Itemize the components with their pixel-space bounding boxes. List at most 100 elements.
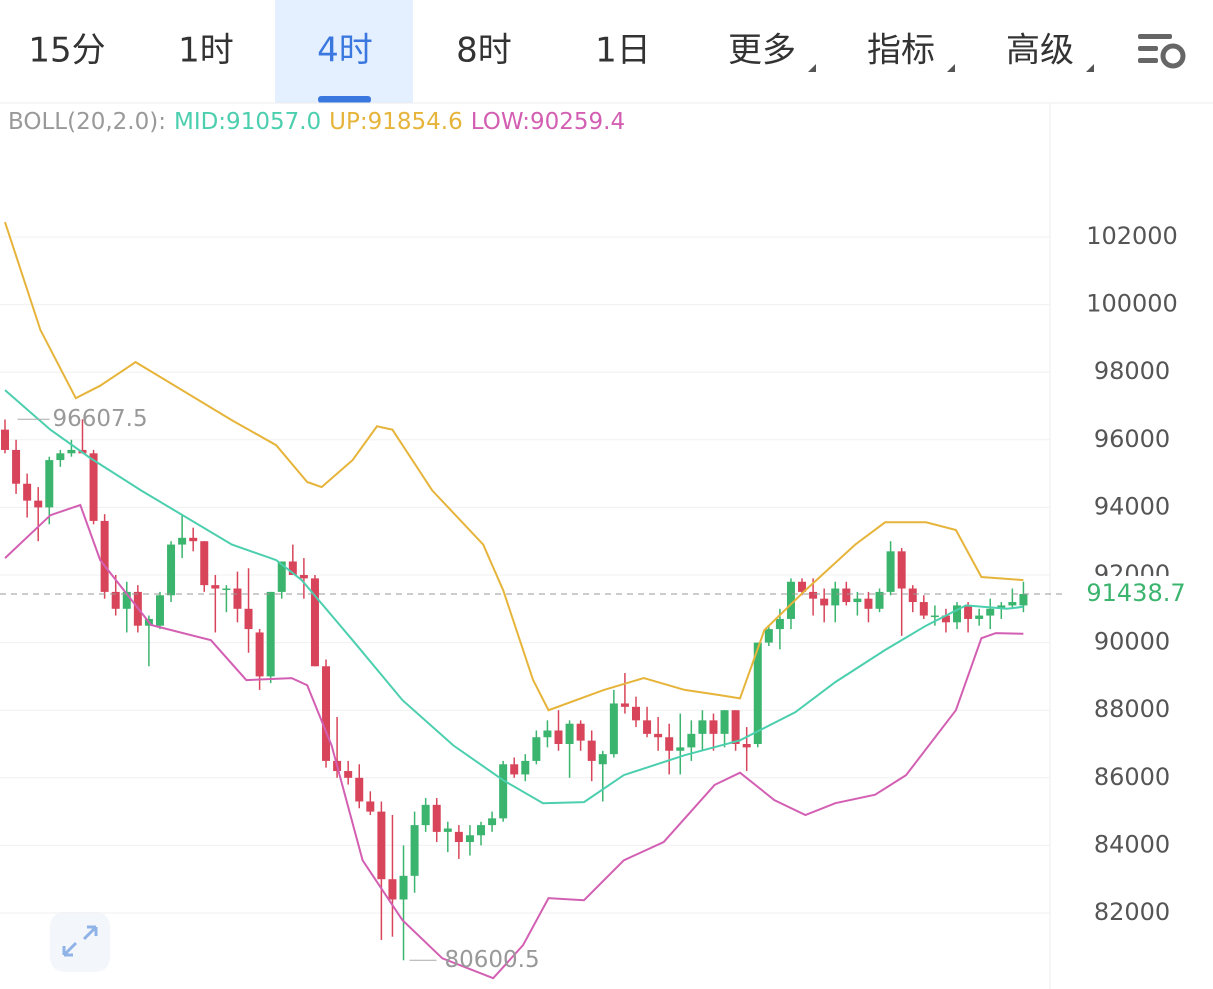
tab-label[interactable]: 高级 [1006,31,1074,71]
candle-body [521,760,530,775]
candle-body [277,561,286,592]
legend-entry: LOW:90259.4 [471,109,625,135]
candle-body [786,581,795,619]
candle-body [820,598,829,606]
tab-label[interactable]: 更多 [728,31,796,71]
candle-body [698,720,707,734]
active-tab-indicator [318,96,371,103]
candle-body [953,605,962,623]
tab-label[interactable]: 15分 [28,31,105,71]
tab-label[interactable]: 指标 [867,31,935,71]
y-tick-label: 102000 [1086,222,1178,250]
band-line [4,389,1024,805]
candle-body [443,828,452,832]
candle-body [543,730,552,738]
settings-icon[interactable] [1138,34,1186,69]
tab-label[interactable]: 1时 [178,31,234,71]
y-tick-label: 90000 [1094,628,1170,656]
max-label: 96607.5 [52,406,147,432]
candle-body [897,551,906,589]
candle-body [477,825,486,836]
candle-body [908,588,917,603]
candle-body [388,879,397,900]
candle-body [941,615,950,623]
dropdown-marker [808,64,816,72]
candle-body [222,588,231,591]
y-tick-label: 98000 [1094,357,1170,385]
legend-entry: MID:91057.0 [174,109,321,135]
candle-body [986,608,995,616]
y-tick-label: 88000 [1094,695,1170,723]
candle-body [764,629,773,643]
candle-body [587,740,596,761]
candle-body [178,537,187,545]
candle-body [1008,602,1017,606]
candle-body [100,520,109,592]
candle-body [322,666,331,761]
y-tick-label: 96000 [1094,425,1170,453]
candle-body [798,581,807,592]
candle-body [620,703,629,707]
candle-body [189,537,198,542]
candle-body [344,771,353,778]
candle-body [366,801,375,812]
candle-body [919,602,928,616]
candle-body [643,720,652,734]
candle-body [775,618,784,630]
legend-entry: UP:91854.6 [329,109,463,135]
candle-body [753,642,762,745]
candle-body [255,632,264,677]
candle-body [34,500,43,508]
candle-body [886,551,895,592]
candle-body [997,605,1006,609]
candle-body [200,541,209,586]
candle-body [609,703,618,755]
candle-body [211,585,220,589]
candle-body [67,449,76,454]
candle-body [12,449,21,484]
candle-body [454,831,463,843]
candle-body [687,733,696,748]
tab-label[interactable]: 4时 [317,31,373,71]
band-line [4,503,1024,980]
y-tick-label: 100000 [1086,290,1178,318]
candle-body [155,595,164,626]
candle-body [654,733,663,738]
candle-body [377,811,386,880]
candle-body [676,747,685,751]
candle-body [731,710,740,745]
candle-body [23,483,32,501]
y-tick-label: 84000 [1094,830,1170,858]
min-label: 80600.5 [445,947,540,973]
candle-body [288,561,297,575]
y-tick-label: 86000 [1094,763,1170,791]
current-price-label: 91438.7 [1086,579,1185,607]
candle-body [310,578,319,667]
candle-body [720,710,729,734]
tab-label[interactable]: 1日 [595,31,651,71]
candle-body [831,588,840,606]
active-tab-bg [275,0,413,103]
current-price-box [1062,575,1213,612]
candle-body [233,588,242,609]
candle-body [565,723,574,745]
candle-body [244,608,253,630]
candle-body [742,744,751,748]
candle-body [56,453,65,461]
candle-body [1,429,9,450]
candle-body [809,591,818,599]
candle-body [964,605,973,619]
candle-body [709,720,718,734]
candle-body [432,804,441,832]
candle-body [853,598,862,603]
candle-body [421,804,430,826]
expand-button[interactable] [50,912,110,972]
indicator-name: BOLL(20,2.0): [8,109,166,135]
tab-label[interactable]: 8时 [456,31,512,71]
candle-body [864,598,873,609]
candle-body [122,591,131,609]
candle-body [1019,593,1028,606]
candle-body [842,588,851,603]
